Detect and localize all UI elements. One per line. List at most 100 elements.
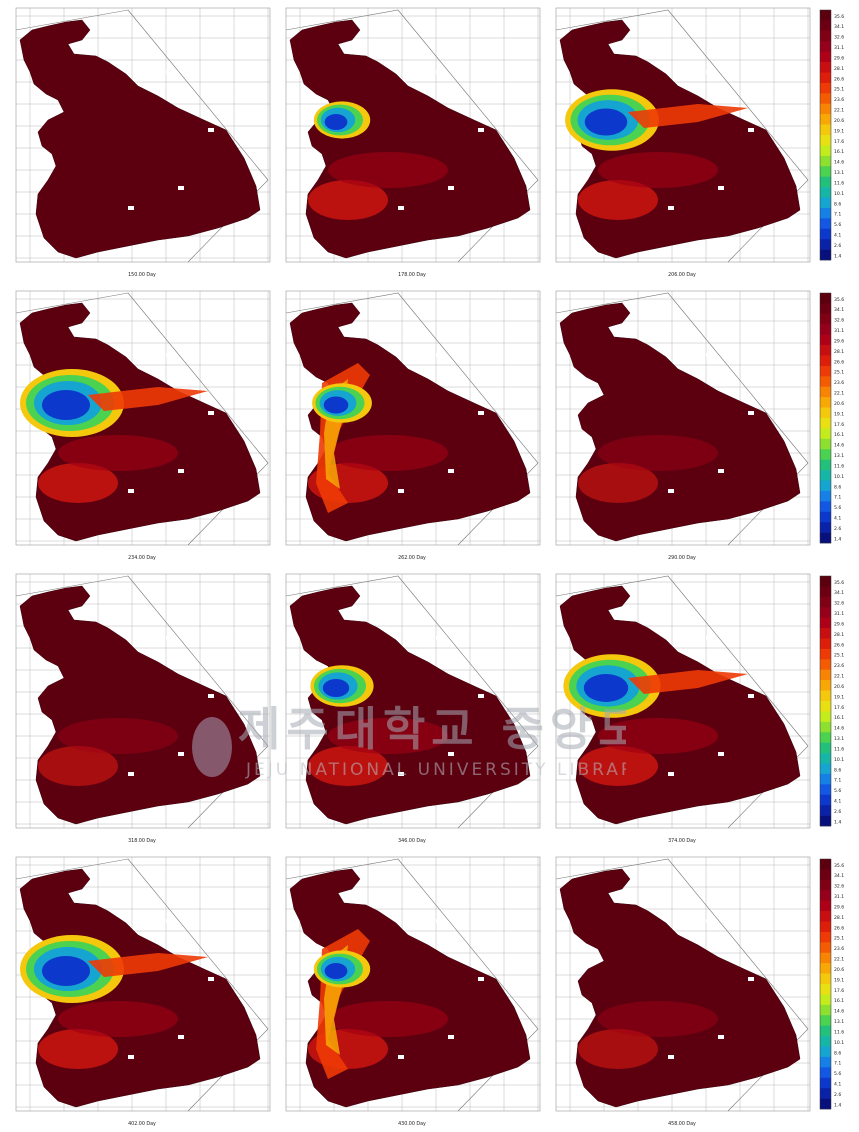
colorbar-label: 10.1: [834, 1040, 844, 1046]
colorbar-label: 32.6: [834, 318, 844, 324]
map-panel: 374.00 Day: [548, 566, 816, 849]
colorbar-label: 22.1: [834, 108, 844, 114]
colorbar: 35.6 34.1 32.6 31.1 29.6 28.1 26.6 25.1 23.6 22.1…: [818, 574, 856, 832]
colorbar-label: 4.1: [834, 799, 841, 805]
colorbar-label: 1.4: [834, 819, 841, 825]
map-panel: 178.00 Day: [278, 0, 546, 283]
figure-row: 402.00 Day 430.00 Day 458.00 Day 35.6 34.1 32…: [0, 849, 859, 1132]
colorbar-label: 5.6: [834, 505, 841, 511]
colorbar-label: 32.6: [834, 601, 844, 607]
colorbar-label: 23.6: [834, 663, 844, 669]
colorbar-label: 10.1: [834, 474, 844, 480]
colorbar-label: 26.6: [834, 76, 844, 82]
colorbar-label: 4.1: [834, 1082, 841, 1088]
map-panel: 262.00 Day: [278, 283, 546, 566]
colorbar-label: 1.4: [834, 536, 841, 542]
panel-caption: 458.00 Day: [668, 1121, 696, 1127]
colorbar-label: 23.6: [834, 97, 844, 103]
panel-caption: 262.00 Day: [398, 555, 426, 561]
map-panel: 290.00 Day: [548, 283, 816, 566]
panel-caption: 318.00 Day: [128, 838, 156, 844]
colorbar-label: 19.1: [834, 411, 844, 417]
colorbar-label: 4.1: [834, 233, 841, 239]
colorbar-label: 35.6: [834, 14, 844, 20]
colorbar-label: 17.6: [834, 422, 844, 428]
colorbar-label: 34.1: [834, 590, 844, 596]
colorbar-label: 35.6: [834, 863, 844, 869]
colorbar-label: 10.1: [834, 757, 844, 763]
colorbar-label: 1.4: [834, 253, 841, 259]
colorbar-label: 28.1: [834, 915, 844, 921]
colorbar-label: 25.1: [834, 370, 844, 376]
colorbar-label: 11.6: [834, 1029, 844, 1035]
colorbar-label: 31.1: [834, 45, 844, 51]
colorbar-label: 10.1: [834, 191, 844, 197]
colorbar-label: 28.1: [834, 632, 844, 638]
figure-row: 150.00 Day 178.00 Day 206.00 Day 35.6 34.1 32…: [0, 0, 859, 283]
colorbar-label: 20.6: [834, 684, 844, 690]
colorbar-label: 8.6: [834, 484, 841, 490]
colorbar-label: 16.1: [834, 715, 844, 721]
colorbar-label: 28.1: [834, 349, 844, 355]
colorbar-label: 11.6: [834, 463, 844, 469]
figure-row: 234.00 Day 262.00 Day 290.00 Day 35.6 34.1 32…: [0, 283, 859, 566]
colorbar: 35.6 34.1 32.6 31.1 29.6 28.1 26.6 25.1 23.6 22.1…: [818, 8, 856, 266]
colorbar-label: 35.6: [834, 580, 844, 586]
colorbar-label: 17.6: [834, 139, 844, 145]
colorbar-label: 34.1: [834, 307, 844, 313]
colorbar-label: 13.1: [834, 170, 844, 176]
colorbar-label: 29.6: [834, 904, 844, 910]
colorbar-label: 23.6: [834, 380, 844, 386]
colorbar-label: 25.1: [834, 653, 844, 659]
colorbar-label: 34.1: [834, 24, 844, 30]
colorbar-label: 16.1: [834, 432, 844, 438]
colorbar-label: 22.1: [834, 391, 844, 397]
colorbar-label: 26.6: [834, 359, 844, 365]
colorbar-label: 17.6: [834, 705, 844, 711]
colorbar-label: 14.6: [834, 1009, 844, 1015]
colorbar-label: 4.1: [834, 516, 841, 522]
colorbar-label: 2.6: [834, 243, 841, 249]
colorbar-label: 22.1: [834, 674, 844, 680]
colorbar-label: 20.6: [834, 118, 844, 124]
colorbar-label: 26.6: [834, 642, 844, 648]
panel-caption: 178.00 Day: [398, 272, 426, 278]
colorbar-label: 17.6: [834, 988, 844, 994]
panel-caption: 402.00 Day: [128, 1121, 156, 1127]
panel-caption: 374.00 Day: [668, 838, 696, 844]
colorbar: 35.6 34.1 32.6 31.1 29.6 28.1 26.6 25.1 23.6 22.1…: [818, 291, 856, 549]
colorbar-label: 32.6: [834, 884, 844, 890]
colorbar-label: 14.6: [834, 160, 844, 166]
panel-caption: 290.00 Day: [668, 555, 696, 561]
colorbar-label: 19.1: [834, 977, 844, 983]
map-panel: 150.00 Day: [8, 0, 276, 283]
colorbar-label: 26.6: [834, 925, 844, 931]
map-panel: 458.00 Day: [548, 849, 816, 1132]
colorbar-label: 5.6: [834, 788, 841, 794]
colorbar-label: 14.6: [834, 726, 844, 732]
colorbar-label: 29.6: [834, 621, 844, 627]
colorbar-label: 13.1: [834, 453, 844, 459]
colorbar-label: 11.6: [834, 746, 844, 752]
colorbar-label: 29.6: [834, 55, 844, 61]
colorbar-label: 5.6: [834, 222, 841, 228]
colorbar-label: 7.1: [834, 1061, 841, 1067]
colorbar: 35.6 34.1 32.6 31.1 29.6 28.1 26.6 25.1 23.6 22.1…: [818, 857, 856, 1115]
colorbar-label: 16.1: [834, 998, 844, 1004]
colorbar-label: 7.1: [834, 778, 841, 784]
map-panel: 430.00 Day: [278, 849, 546, 1132]
colorbar-label: 13.1: [834, 736, 844, 742]
colorbar-label: 22.1: [834, 957, 844, 963]
colorbar-label: 25.1: [834, 87, 844, 93]
colorbar-label: 11.6: [834, 180, 844, 186]
colorbar-label: 20.6: [834, 401, 844, 407]
colorbar-label: 5.6: [834, 1071, 841, 1077]
colorbar-label: 20.6: [834, 967, 844, 973]
map-panel: 346.00 Day: [278, 566, 546, 849]
colorbar-label: 19.1: [834, 128, 844, 134]
colorbar-label: 8.6: [834, 767, 841, 773]
colorbar-label: 8.6: [834, 1050, 841, 1056]
figure-row: 318.00 Day 346.00 Day 374.00 Day 35.6 34.1 32…: [0, 566, 859, 849]
colorbar-label: 34.1: [834, 873, 844, 879]
colorbar-label: 1.4: [834, 1102, 841, 1108]
